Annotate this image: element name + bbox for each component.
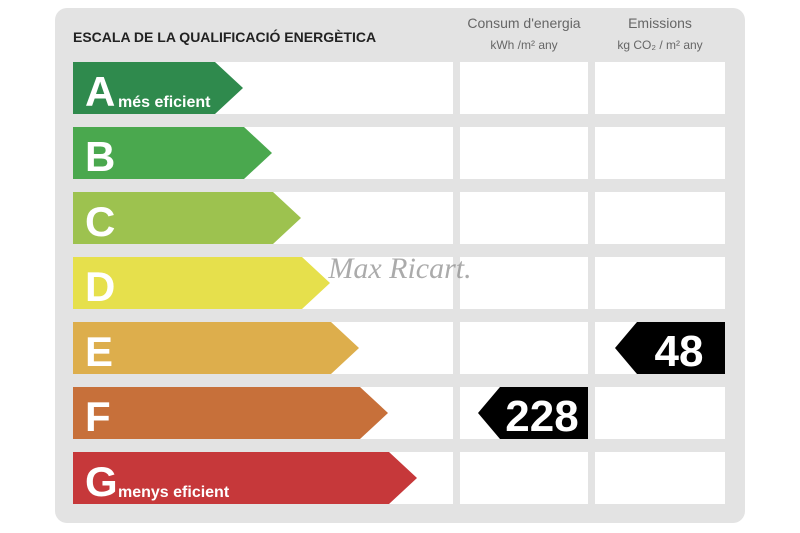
value-cell [595, 62, 725, 114]
column-unit: kWh /m² any [490, 38, 557, 52]
rating-letter: A [85, 68, 115, 115]
column-title: Consum d'energia [467, 15, 580, 31]
value-indicator [478, 387, 588, 439]
value-cell [595, 452, 725, 504]
indicator-value: 48 [655, 327, 704, 376]
value-cell [460, 257, 588, 309]
value-cell [460, 452, 588, 504]
rating-arrow [73, 322, 359, 374]
value-cell [595, 257, 725, 309]
rating-arrow [73, 127, 272, 179]
column-unit: kg CO₂ / m² any [617, 38, 702, 52]
rating-letter: D [85, 263, 115, 310]
value-cell [595, 192, 725, 244]
value-cell [595, 387, 725, 439]
rating-arrow [73, 62, 243, 114]
rating-arrow [73, 387, 388, 439]
value-cell [460, 192, 588, 244]
title: ESCALA DE LA QUALIFICACIÓ ENERGÈTICA [73, 28, 376, 45]
rating-letter: G [85, 458, 118, 505]
value-cell [460, 322, 588, 374]
rating-letter: B [85, 133, 115, 180]
indicator-value: 228 [505, 392, 578, 441]
value-cell [595, 127, 725, 179]
column-title: Emissions [628, 15, 692, 31]
value-indicator [615, 322, 725, 374]
rating-label: més eficient [118, 94, 211, 111]
rating-letter: E [85, 328, 113, 375]
rating-letter: F [85, 393, 111, 440]
watermark: Max Ricart. [327, 252, 471, 285]
rating-arrow [73, 452, 417, 504]
value-cell [460, 62, 588, 114]
rating-label: menys eficient [118, 484, 230, 501]
value-cell [460, 127, 588, 179]
rating-letter: C [85, 198, 115, 245]
rating-arrow [73, 257, 330, 309]
rating-arrow [73, 192, 301, 244]
